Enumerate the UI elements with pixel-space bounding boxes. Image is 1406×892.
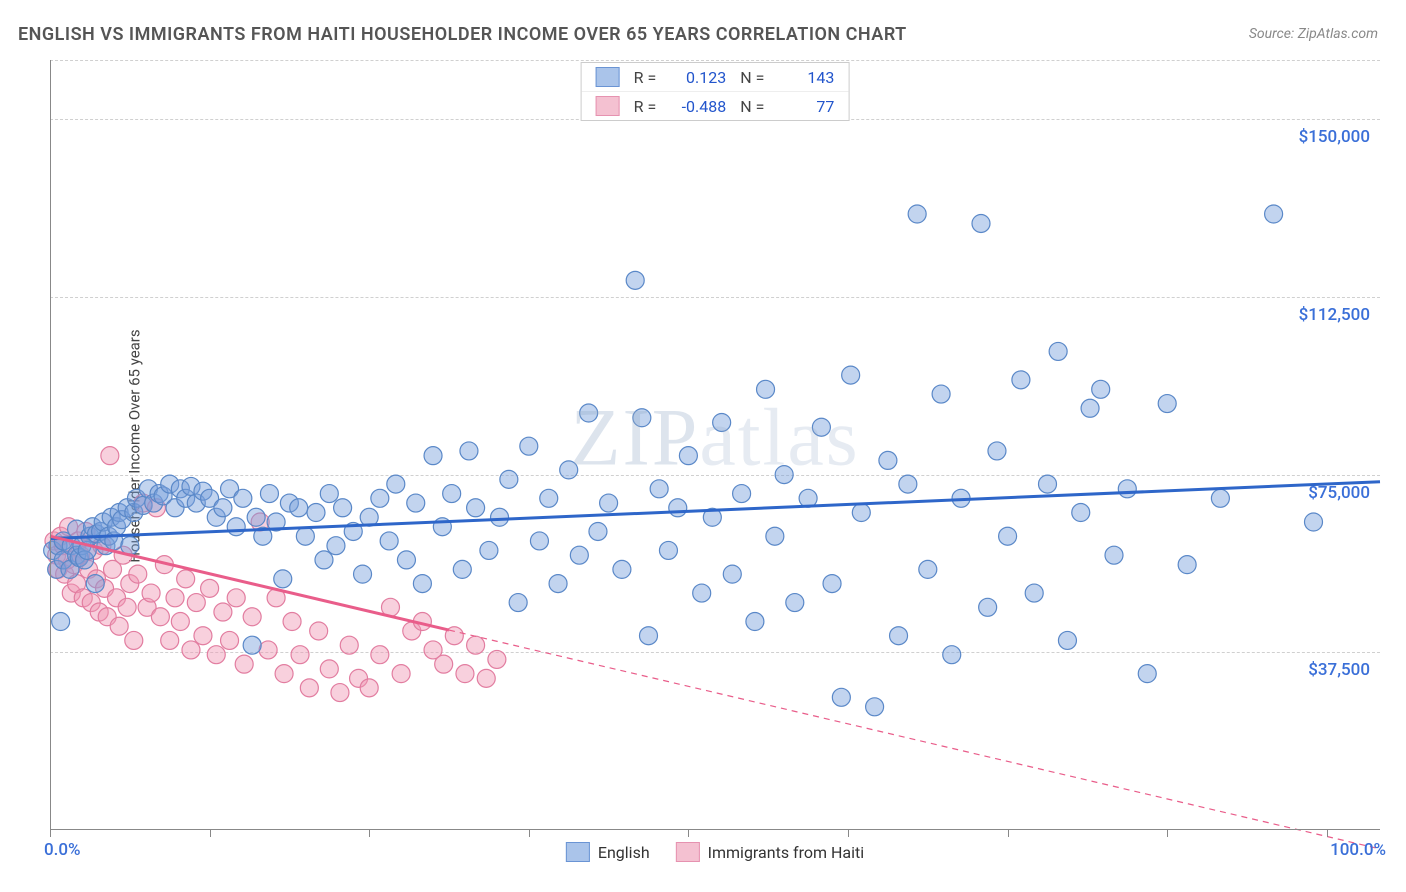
scatter-svg [50,60,1380,830]
r-value-haiti: -0.488 [670,97,726,116]
x-axis-line [50,829,1380,830]
legend-label: English [598,843,650,862]
x-axis-min-label: 0.0% [44,840,81,860]
legend-row-english: R = 0.123 N = 143 [582,63,849,91]
legend-row-haiti: R = -0.488 N = 77 [582,91,849,120]
swatch-english [596,67,620,87]
legend-item-haiti: Immigrants from Haiti [676,842,864,862]
swatch-haiti [676,842,700,862]
source-attribution: Source: ZipAtlas.com [1249,26,1378,42]
legend-item-english: English [566,842,650,862]
r-label: R = [634,97,657,116]
n-label: N = [740,97,764,116]
y-axis-line [50,60,51,830]
r-label: R = [634,68,657,87]
chart-title: ENGLISH VS IMMIGRANTS FROM HAITI HOUSEHO… [18,24,907,45]
series-legend: English Immigrants from Haiti [566,842,864,862]
n-value-haiti: 77 [778,97,834,116]
n-value-english: 143 [778,68,834,87]
swatch-haiti [596,96,620,116]
r-value-english: 0.123 [670,68,726,87]
swatch-english [566,842,590,862]
x-axis-max-label: 100.0% [1330,840,1386,860]
correlation-legend: R = 0.123 N = 143 R = -0.488 N = 77 [581,62,850,121]
legend-label: Immigrants from Haiti [708,843,864,862]
plot-area: ZIPatlas $37,500$75,000$112,500$150,000 … [50,60,1380,830]
n-label: N = [740,68,764,87]
